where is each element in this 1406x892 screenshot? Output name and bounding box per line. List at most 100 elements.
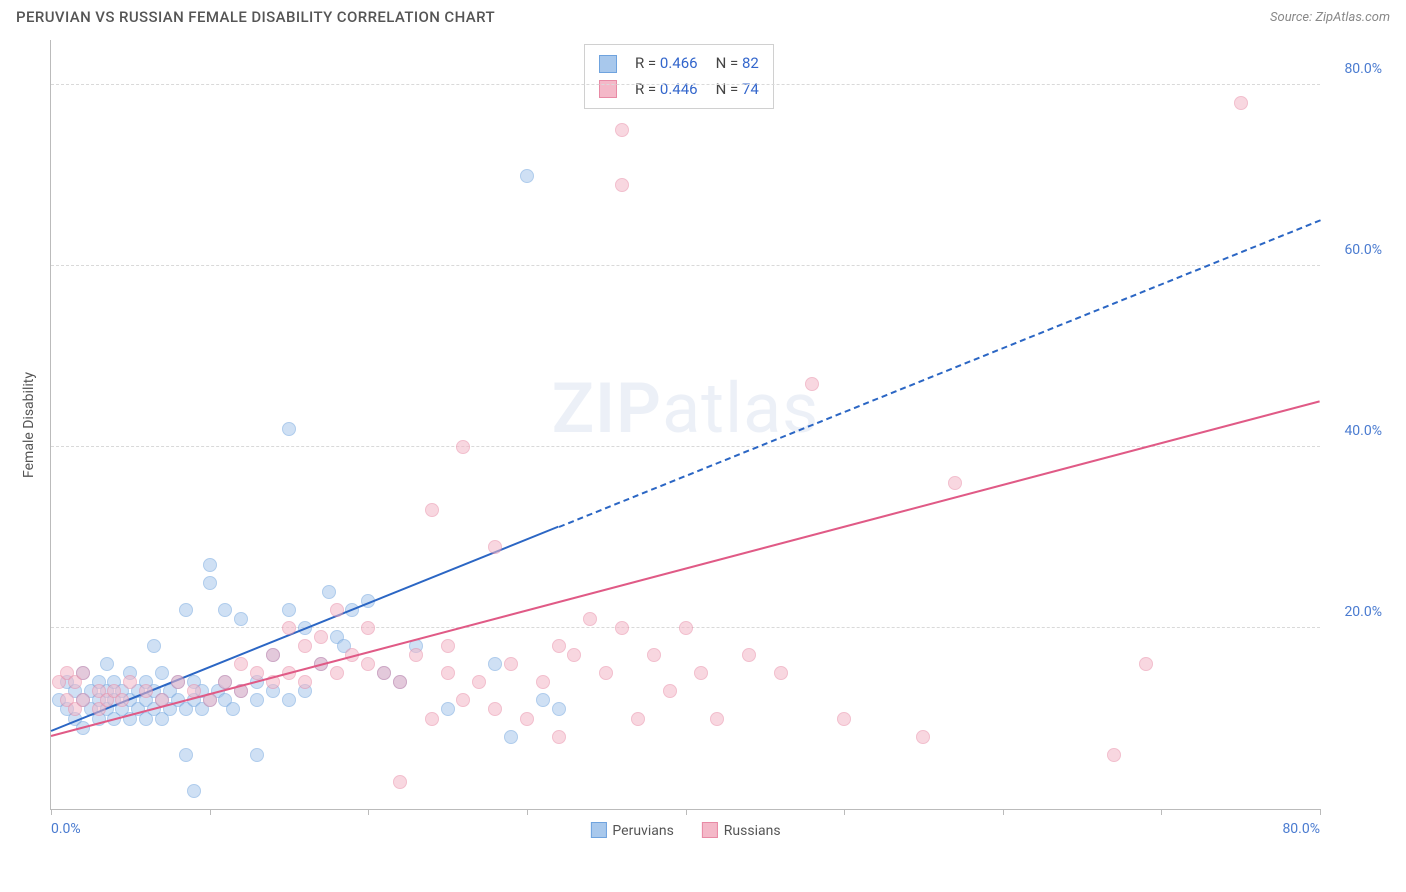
data-point — [520, 169, 534, 183]
data-point — [218, 603, 232, 617]
data-point — [234, 657, 248, 671]
watermark-atlas: atlas — [662, 368, 819, 450]
data-point — [298, 675, 312, 689]
legend-label: Russians — [724, 823, 781, 839]
y-tick-label: 80.0% — [1344, 61, 1382, 77]
trend-line — [51, 400, 1321, 737]
data-point — [948, 476, 962, 490]
source-name: ZipAtlas.com — [1315, 10, 1390, 25]
data-point — [179, 603, 193, 617]
x-tick — [686, 809, 687, 815]
data-point — [536, 693, 550, 707]
x-tick — [210, 809, 211, 815]
data-point — [567, 648, 581, 662]
data-point — [615, 123, 629, 137]
data-point — [139, 684, 153, 698]
data-point — [599, 666, 613, 680]
data-point — [488, 657, 502, 671]
data-point — [536, 675, 550, 689]
data-point — [179, 748, 193, 762]
chart-header: PERUVIAN VS RUSSIAN FEMALE DISABILITY CO… — [0, 0, 1406, 30]
chart-source: Source: ZipAtlas.com — [1270, 10, 1390, 25]
data-point — [409, 648, 423, 662]
data-point — [488, 540, 502, 554]
legend-swatch — [702, 822, 718, 838]
plot-area: Female Disability ZIPatlas R = 0.466N = … — [50, 40, 1320, 810]
stats-swatch — [599, 80, 617, 98]
data-point — [298, 639, 312, 653]
data-point — [456, 440, 470, 454]
data-point — [1139, 657, 1153, 671]
data-point — [805, 377, 819, 391]
data-point — [250, 748, 264, 762]
data-point — [583, 612, 597, 626]
data-point — [916, 730, 930, 744]
data-point — [266, 648, 280, 662]
stats-swatch — [599, 55, 617, 73]
data-point — [377, 666, 391, 680]
stat-r: R = 0.466 — [635, 51, 698, 77]
data-point — [710, 712, 724, 726]
data-point — [425, 503, 439, 517]
data-point — [76, 666, 90, 680]
x-tick — [844, 809, 845, 815]
stat-r: R = 0.446 — [635, 77, 698, 103]
data-point — [171, 675, 185, 689]
data-point — [250, 693, 264, 707]
chart-title: PERUVIAN VS RUSSIAN FEMALE DISABILITY CO… — [16, 8, 495, 26]
data-point — [615, 621, 629, 635]
data-point — [1107, 748, 1121, 762]
data-point — [203, 576, 217, 590]
gridline-h — [51, 446, 1320, 447]
stat-n: N = 74 — [716, 77, 759, 103]
data-point — [520, 712, 534, 726]
data-point — [456, 693, 470, 707]
data-point — [679, 621, 693, 635]
data-point — [1234, 96, 1248, 110]
legend-bottom: Peruvians Russians — [590, 822, 780, 839]
data-point — [322, 585, 336, 599]
data-point — [615, 178, 629, 192]
data-point — [282, 422, 296, 436]
stats-row: R = 0.446 N = 74 — [599, 77, 759, 103]
x-tick — [527, 809, 528, 815]
x-tick — [51, 809, 52, 815]
data-point — [774, 666, 788, 680]
data-point — [282, 621, 296, 635]
y-tick-label: 20.0% — [1344, 604, 1382, 620]
data-point — [837, 712, 851, 726]
data-point — [187, 784, 201, 798]
x-tick-label: 0.0% — [51, 821, 81, 837]
data-point — [694, 666, 708, 680]
data-point — [100, 657, 114, 671]
x-tick — [1320, 809, 1321, 815]
gridline-h — [51, 84, 1320, 85]
data-point — [488, 702, 502, 716]
data-point — [330, 603, 344, 617]
data-point — [393, 675, 407, 689]
stat-n: N = 82 — [716, 51, 759, 77]
data-point — [552, 639, 566, 653]
data-point — [647, 648, 661, 662]
chart-container: Female Disability ZIPatlas R = 0.466N = … — [16, 30, 1390, 850]
data-point — [552, 730, 566, 744]
gridline-h — [51, 265, 1320, 266]
data-point — [282, 603, 296, 617]
data-point — [425, 712, 439, 726]
x-tick-label: 80.0% — [1282, 821, 1320, 837]
data-point — [504, 730, 518, 744]
source-prefix: Source: — [1270, 10, 1315, 25]
stats-row: R = 0.466 N = 82 — [599, 51, 759, 77]
legend-item: Peruvians — [590, 822, 673, 839]
x-tick — [1161, 809, 1162, 815]
y-tick-label: 60.0% — [1344, 242, 1382, 258]
legend-label: Peruvians — [612, 823, 673, 839]
data-point — [361, 621, 375, 635]
data-point — [76, 693, 90, 707]
data-point — [472, 675, 486, 689]
data-point — [234, 612, 248, 626]
data-point — [663, 684, 677, 698]
data-point — [504, 657, 518, 671]
data-point — [147, 639, 161, 653]
data-point — [552, 702, 566, 716]
